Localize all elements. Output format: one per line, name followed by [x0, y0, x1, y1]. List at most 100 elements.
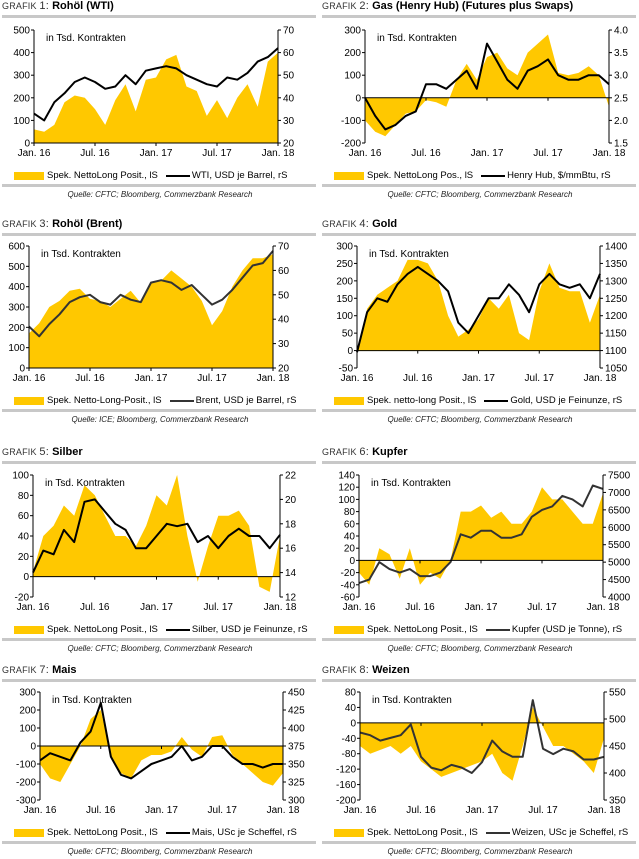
- title-rule: [322, 233, 636, 236]
- x-tick-label: Jul. 17: [533, 148, 563, 159]
- left-tick-label: 200: [19, 706, 36, 717]
- x-tick-label: Jul. 17: [208, 805, 238, 816]
- right-tick-label: 300: [288, 796, 305, 807]
- left-tick-label: 200: [344, 48, 361, 59]
- left-tick-label: -20: [15, 593, 30, 604]
- source-note: Quelle: CFTC; Bloomberg, Commerzbank Res…: [387, 847, 573, 856]
- source-note: Quelle: CFTC; Bloomberg, Commerzbank Res…: [387, 415, 573, 424]
- left-tick-label: -50: [339, 364, 354, 375]
- left-tick-label: -200: [341, 139, 361, 150]
- chart-title: Grafik 3: Rohöl (Brent): [2, 218, 122, 230]
- legend-line-label: Henry Hub, $/mmBtu, rS: [507, 170, 611, 181]
- unit-note: in Tsd. Kontrakten: [52, 695, 132, 706]
- legend-rule: [322, 841, 636, 844]
- right-tick-label: 1100: [605, 346, 627, 357]
- left-tick-label: 0: [347, 346, 353, 357]
- x-tick-label: Jan. 18: [587, 602, 620, 613]
- left-tick-label: 0: [23, 572, 29, 583]
- right-tick-label: 450: [609, 742, 626, 753]
- left-tick-label: 250: [336, 259, 353, 270]
- left-tick-label: -300: [16, 796, 36, 807]
- left-tick-label: -160: [336, 780, 356, 791]
- x-tick-label: Jan. 17: [466, 805, 499, 816]
- left-tick-label: 300: [8, 303, 25, 314]
- right-tick-label: 4000: [608, 593, 631, 604]
- right-tick-label: 40: [283, 93, 295, 104]
- x-tick-label: Jan. 17: [135, 373, 168, 384]
- right-tick-label: 2.5: [614, 93, 628, 104]
- unit-note: in Tsd. Kontrakten: [377, 33, 457, 44]
- x-tick-label: Jul. 16: [403, 373, 433, 384]
- chart-title: Grafik 8: Weizen: [322, 664, 410, 676]
- left-tick-label: 80: [18, 491, 30, 502]
- left-tick-label: 300: [13, 71, 30, 82]
- legend-line-swatch: [484, 399, 509, 402]
- legend-rule: [2, 409, 316, 412]
- left-tick-label: -100: [341, 116, 361, 127]
- grafik-label: Grafik 2:: [322, 0, 369, 12]
- left-tick-label: 50: [342, 329, 354, 340]
- right-tick-label: 400: [609, 769, 626, 780]
- price-line: [32, 498, 281, 574]
- grafik-word: Grafik: [322, 219, 357, 229]
- chart-title: Grafik 5: Silber: [2, 446, 83, 458]
- x-tick-label: Jan. 16: [17, 602, 50, 613]
- grafik-label: Grafik 6:: [322, 446, 369, 458]
- right-tick-label: 6500: [608, 505, 631, 516]
- grafik-word: Grafik: [2, 219, 37, 229]
- x-tick-label: Jan. 18: [257, 373, 290, 384]
- x-tick-label: Jul. 17: [528, 805, 558, 816]
- price-line: [28, 250, 274, 338]
- x-tick-label: Jan. 18: [264, 602, 297, 613]
- right-tick-label: 375: [288, 742, 305, 753]
- left-tick-label: 60: [18, 511, 30, 522]
- right-tick-label: 7500: [608, 471, 631, 482]
- legend-line-swatch: [165, 628, 190, 631]
- chart-number: 6:: [359, 446, 369, 458]
- unit-note: in Tsd. Kontrakten: [45, 478, 125, 489]
- right-tick-label: 2.0: [614, 116, 628, 127]
- right-tick-label: 16: [285, 544, 297, 555]
- net-long-area: [365, 34, 609, 137]
- legend-line-swatch: [165, 831, 190, 834]
- chart-title: Grafik 7: Mais: [2, 664, 77, 676]
- left-tick-label: -120: [336, 765, 356, 776]
- x-tick-label: Jul. 17: [527, 602, 557, 613]
- right-tick-label: 4500: [608, 575, 631, 586]
- legend-line-swatch: [485, 831, 510, 834]
- left-tick-label: 150: [336, 294, 353, 305]
- left-tick-label: 20: [344, 544, 356, 555]
- x-tick-label: Jan. 18: [584, 373, 617, 384]
- left-tick-label: 0: [350, 718, 356, 729]
- legend-rule: [322, 184, 636, 187]
- net-long-area: [29, 254, 273, 368]
- legend-area-label: Spek. Netto-Long-Posit., lS: [47, 395, 162, 406]
- legend-line-label: Silber, USD je Feinunze, rS: [191, 624, 308, 635]
- left-tick-label: 80: [344, 507, 356, 518]
- left-tick-label: 100: [336, 311, 353, 322]
- left-tick-label: 200: [8, 323, 25, 334]
- x-tick-label: Jul. 17: [197, 373, 227, 384]
- legend-rule: [322, 409, 636, 412]
- right-tick-label: 450: [288, 688, 305, 699]
- chart-title: Grafik 4: Gold: [322, 218, 397, 230]
- grafik-label: Grafik 5:: [2, 446, 49, 458]
- left-tick-label: -100: [16, 760, 36, 771]
- chart-title-text: Rohöl (WTI): [52, 0, 114, 12]
- grafik-label: Grafik 3:: [2, 218, 49, 230]
- right-tick-label: 22: [285, 471, 297, 482]
- net-long-area: [357, 259, 600, 351]
- right-tick-label: 6000: [608, 523, 631, 534]
- legend-area-swatch: [334, 625, 364, 634]
- left-tick-label: 40: [344, 532, 356, 543]
- legend-rule: [2, 184, 316, 187]
- left-tick-label: 100: [19, 724, 36, 735]
- legend-line-swatch: [485, 628, 510, 631]
- right-tick-label: 30: [283, 116, 295, 127]
- x-tick-label: Jan. 17: [140, 148, 173, 159]
- legend-area-label: Spek. NettoLong Pos., lS: [367, 170, 474, 181]
- title-rule: [2, 461, 316, 464]
- right-tick-label: 425: [288, 706, 305, 717]
- grafik-label: Grafik 4:: [322, 218, 369, 230]
- x-tick-label: Jan. 18: [593, 148, 626, 159]
